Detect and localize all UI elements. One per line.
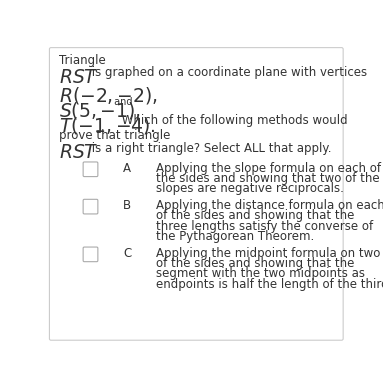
- Text: is a right triangle? Select ALL that apply.: is a right triangle? Select ALL that app…: [88, 142, 332, 155]
- FancyBboxPatch shape: [83, 162, 98, 177]
- Text: Which of the following methods would: Which of the following methods would: [118, 114, 347, 127]
- FancyBboxPatch shape: [83, 199, 98, 214]
- Text: of the sides and showing that the: of the sides and showing that the: [156, 257, 355, 270]
- Text: the Pythagorean Theorem.: the Pythagorean Theorem.: [156, 230, 314, 243]
- Text: slopes are negative reciprocals.: slopes are negative reciprocals.: [156, 182, 344, 195]
- Text: Triangle: Triangle: [59, 54, 105, 67]
- Text: $\mathit{S}(5, {-1}),$: $\mathit{S}(5, {-1}),$: [59, 100, 141, 121]
- FancyBboxPatch shape: [83, 247, 98, 262]
- Text: and: and: [111, 97, 133, 107]
- Text: B: B: [123, 199, 131, 212]
- Text: segment with the two midpoints as: segment with the two midpoints as: [156, 267, 365, 280]
- FancyBboxPatch shape: [49, 48, 343, 340]
- Text: endpoints is half the length of the third: endpoints is half the length of the thir…: [156, 278, 383, 291]
- Text: the sides and showing that two of the: the sides and showing that two of the: [156, 172, 380, 185]
- Text: Applying the distance formula on each: Applying the distance formula on each: [156, 199, 383, 212]
- Text: of the sides and showing that the: of the sides and showing that the: [156, 209, 355, 222]
- Text: C: C: [123, 247, 131, 260]
- Text: Applying the midpoint formula on two: Applying the midpoint formula on two: [156, 247, 381, 260]
- Text: $\mathit{RST}$: $\mathit{RST}$: [59, 68, 98, 87]
- Text: is graphed on a coordinate plane with vertices: is graphed on a coordinate plane with ve…: [88, 66, 367, 79]
- Text: prove that triangle: prove that triangle: [59, 129, 170, 142]
- Text: A: A: [123, 162, 131, 175]
- Text: three lengths satisfy the converse of: three lengths satisfy the converse of: [156, 220, 373, 233]
- Text: $\mathit{R}({-2}, {-2}),$: $\mathit{R}({-2}, {-2}),$: [59, 84, 157, 106]
- Text: $\mathit{T}({-1}, {-4}).$: $\mathit{T}({-1}, {-4}).$: [59, 115, 155, 136]
- Text: $\mathit{RST}$: $\mathit{RST}$: [59, 143, 98, 162]
- Text: Applying the slope formula on each of: Applying the slope formula on each of: [156, 162, 381, 175]
